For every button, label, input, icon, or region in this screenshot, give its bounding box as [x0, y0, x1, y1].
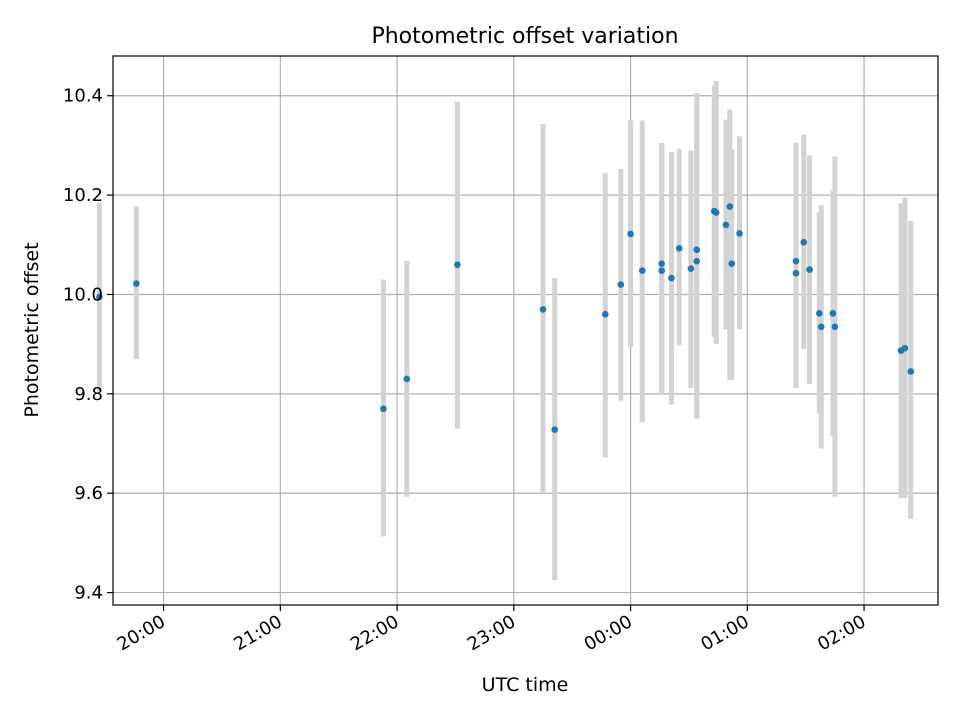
data-point: [792, 269, 800, 277]
data-point: [693, 257, 701, 265]
data-point: [816, 310, 823, 317]
data-point: [133, 280, 140, 287]
data-point: [601, 311, 609, 318]
data-point: [693, 246, 701, 254]
data-point: [829, 310, 837, 317]
y-tick-label: 9.6: [74, 483, 103, 504]
data-point: [726, 203, 734, 210]
y-axis-label: Photometric offset: [21, 242, 43, 417]
y-tick-label: 10.0: [63, 284, 103, 305]
data-point: [806, 266, 813, 273]
data-point: [817, 323, 825, 331]
data-point: [668, 274, 675, 282]
data-point: [728, 260, 736, 267]
data-point: [638, 267, 646, 274]
y-tick-label: 10.4: [63, 86, 103, 107]
data-point: [658, 267, 666, 274]
data-point: [96, 293, 103, 301]
data-point: [403, 375, 411, 383]
data-point: [617, 281, 625, 288]
data-point: [675, 244, 683, 252]
data-point: [551, 426, 558, 433]
data-point: [907, 368, 915, 375]
data-point: [627, 230, 634, 238]
chart-title: Photometric offset variation: [371, 24, 678, 49]
data-points: [96, 203, 915, 433]
data-point: [380, 405, 387, 413]
data-point: [901, 344, 909, 352]
data-point: [454, 261, 461, 268]
x-axis-label: UTC time: [482, 674, 569, 696]
data-point: [736, 230, 743, 237]
y-tick-label: 9.4: [74, 583, 103, 604]
y-axis-ticks: 9.4 9.6 9.8 10.0 10.2 10.4: [63, 86, 113, 604]
data-point: [831, 323, 839, 331]
plot-frame: [112, 55, 939, 606]
data-point: [687, 265, 695, 272]
data-point: [658, 260, 666, 267]
data-point: [722, 221, 730, 229]
data-point: [800, 239, 808, 246]
data-point: [539, 306, 547, 313]
y-tick-label: 10.2: [63, 185, 103, 206]
data-point: [712, 209, 720, 216]
data-point: [792, 257, 800, 265]
y-tick-label: 9.8: [74, 384, 103, 405]
